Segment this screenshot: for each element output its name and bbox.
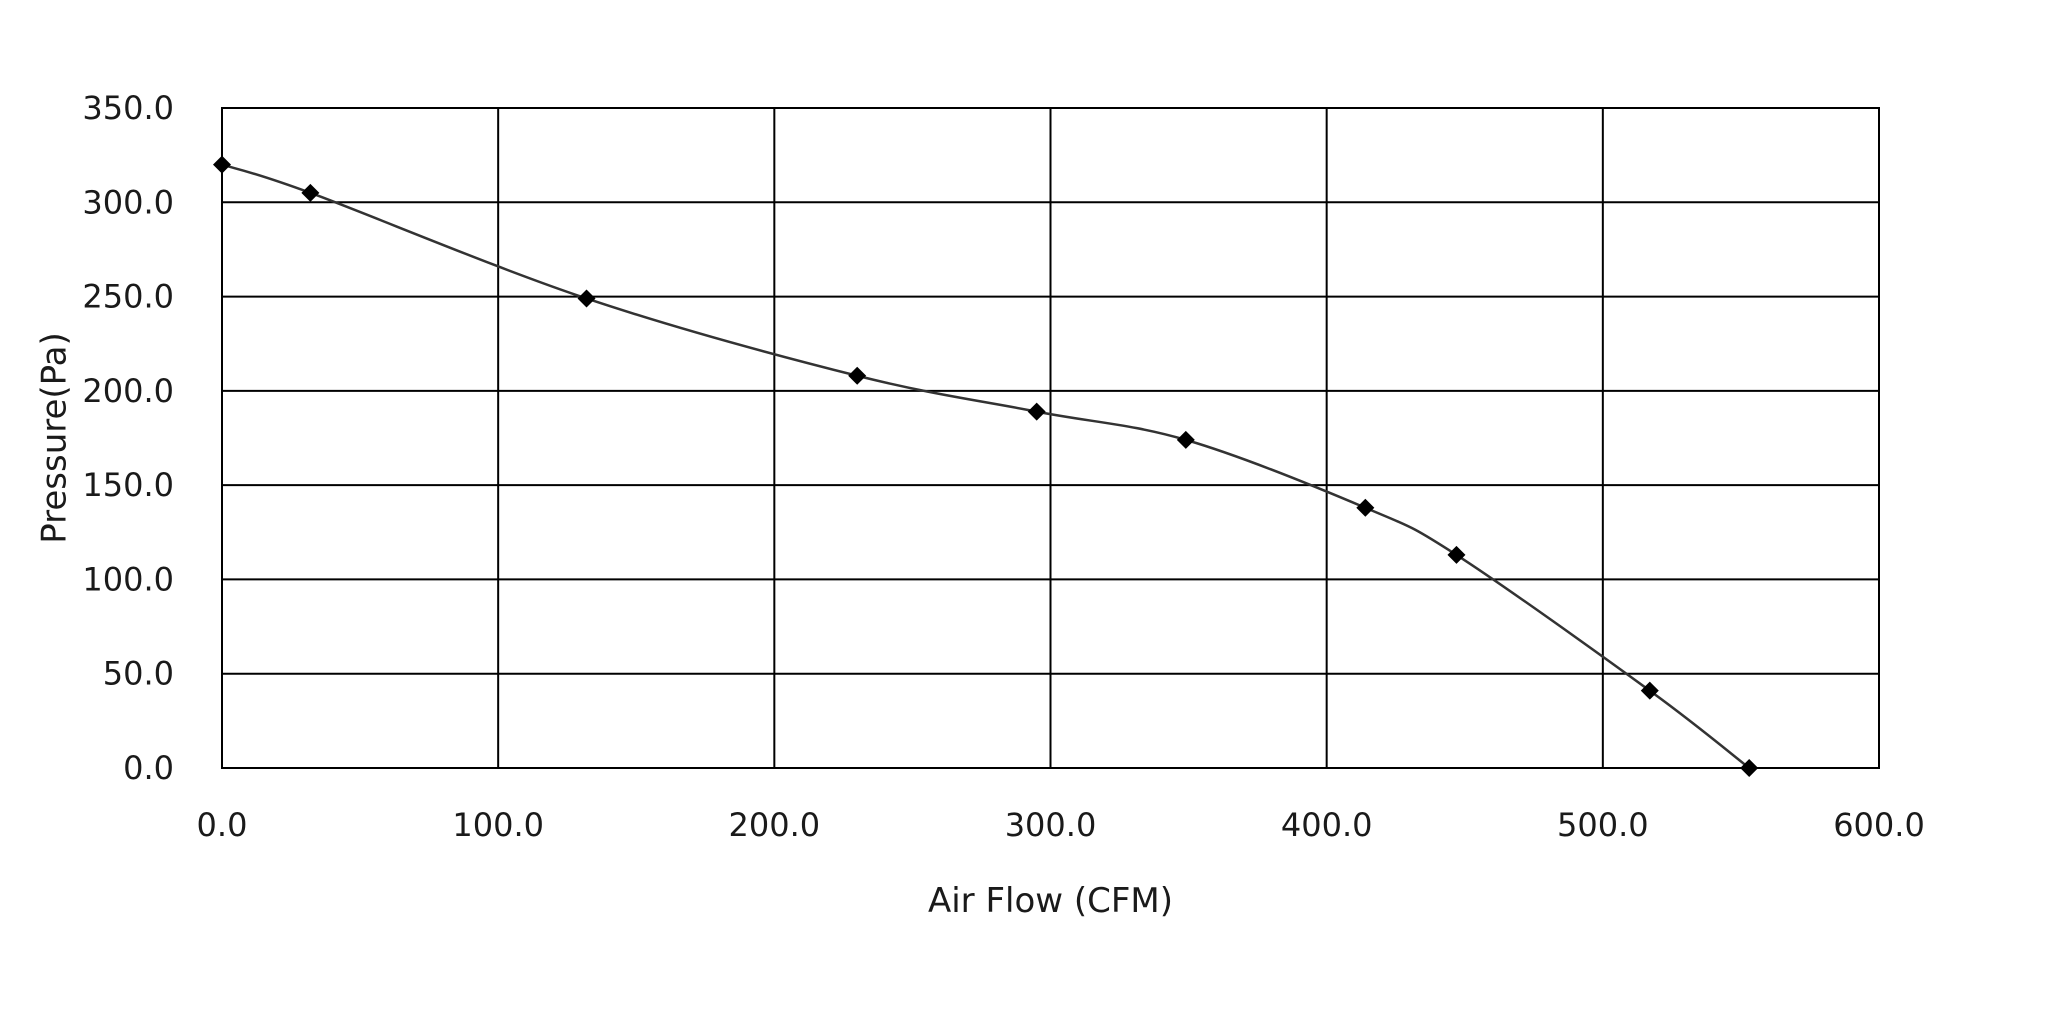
x-tick-label: 500.0: [1557, 806, 1649, 844]
y-tick-label: 0.0: [123, 749, 174, 787]
data-point-marker: [1447, 545, 1466, 564]
x-tick-label: 100.0: [452, 806, 544, 844]
y-tick-label: 200.0: [82, 372, 174, 410]
data-point-marker: [301, 183, 320, 202]
data-point-marker: [1027, 402, 1046, 421]
x-axis-tick-labels: 0.0 100.0 200.0 300.0 400.0 500.0 600.0: [197, 806, 1925, 844]
x-tick-label: 400.0: [1281, 806, 1373, 844]
x-tick-label: 200.0: [729, 806, 821, 844]
data-point-marker: [1356, 498, 1375, 517]
data-point-marker: [213, 155, 231, 174]
y-axis-title: Pressure(Pa): [35, 332, 75, 544]
y-tick-label: 50.0: [103, 655, 174, 693]
y-tick-label: 100.0: [82, 560, 174, 598]
y-tick-label: 350.0: [82, 89, 174, 127]
x-tick-label: 300.0: [1005, 806, 1097, 844]
data-point-marker: [1640, 681, 1659, 700]
plot-frame: [221, 107, 1880, 769]
x-tick-label: 0.0: [197, 806, 248, 844]
data-point-marker: [1176, 430, 1195, 449]
data-point-marker: [848, 366, 867, 385]
marker-group: [213, 155, 1759, 777]
series-line: [221, 163, 1750, 769]
y-axis-tick-labels: 0.0 50.0 100.0 150.0 200.0 250.0 300.0 350.0: [82, 89, 174, 787]
data-point-marker: [1740, 759, 1759, 777]
y-tick-label: 250.0: [82, 278, 174, 316]
data-point-marker: [577, 289, 596, 308]
y-tick-label: 150.0: [82, 466, 174, 504]
plot-border: [221, 107, 1880, 769]
x-axis-title: Air Flow (CFM): [928, 881, 1173, 921]
y-tick-label: 300.0: [82, 183, 174, 221]
x-tick-label: 600.0: [1833, 806, 1925, 844]
grid-lines: [221, 107, 1880, 769]
series-group: [221, 163, 1750, 769]
